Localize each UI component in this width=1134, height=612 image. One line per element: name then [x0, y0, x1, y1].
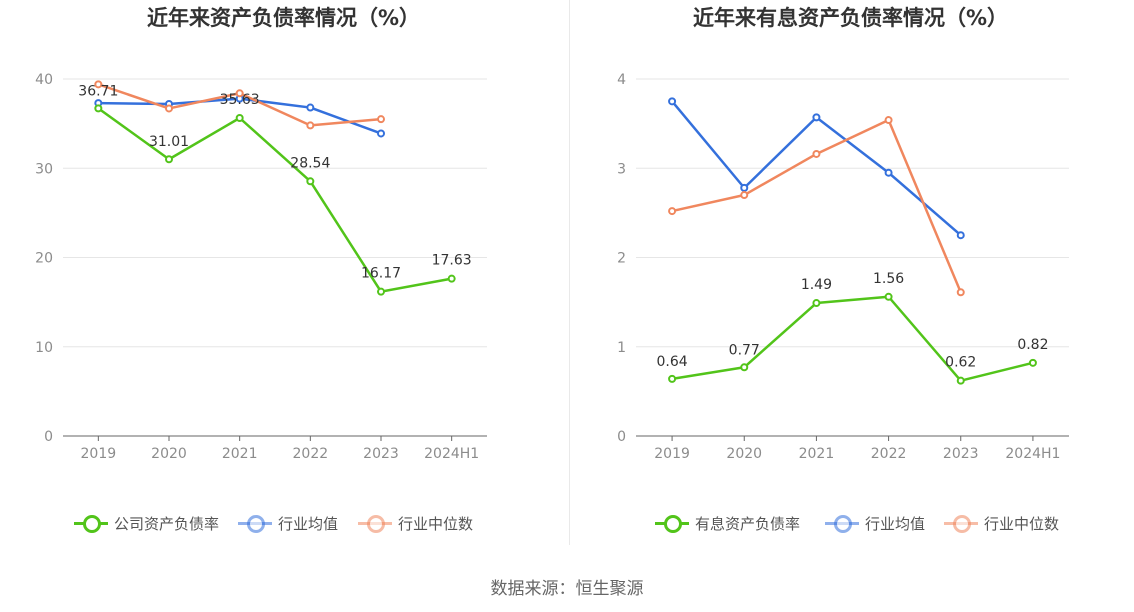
data-label: 31.01 — [149, 134, 189, 150]
data-point-2 — [740, 191, 749, 200]
data-point-0 — [306, 177, 315, 186]
data-label: 16.17 — [361, 266, 401, 282]
legend-swatch-icon — [74, 513, 108, 533]
data-label: 17.63 — [432, 253, 472, 269]
series-line-0 — [671, 295, 1034, 382]
legend-item[interactable]: 行业均值 — [825, 510, 925, 536]
y-tick-label: 40 — [35, 72, 53, 88]
chart-panel-interest-debt-ratio: 近年来有息资产负债率情况（%） 0 1 2 3 4 2019 2020 2021 2022 202… — [567, 0, 1134, 560]
data-label: 1.56 — [873, 271, 904, 287]
data-label: 1.49 — [801, 277, 832, 293]
data-label: 35.63 — [220, 92, 260, 108]
data-point-0 — [668, 374, 677, 383]
legend-label: 行业中位数 — [398, 514, 474, 533]
legend-swatch-icon — [944, 513, 978, 533]
data-point-1 — [740, 183, 749, 192]
data-point-1 — [956, 231, 965, 240]
legend-swatch-icon — [238, 513, 272, 533]
data-point-0 — [94, 104, 103, 113]
data-label: 0.64 — [656, 354, 687, 370]
data-point-0 — [165, 155, 173, 164]
data-point-0 — [956, 376, 965, 385]
data-point-0 — [884, 292, 893, 301]
data-point-2 — [165, 104, 173, 113]
y-tick-label: 4 — [617, 72, 626, 88]
data-point-1 — [884, 168, 893, 177]
data-point-0 — [812, 299, 821, 308]
legend-swatch-icon — [825, 513, 859, 533]
legend-item[interactable]: 行业中位数 — [358, 510, 473, 536]
chart-plot: 0 10 20 30 40 2019 2020 2021 2022 2023 2024H1 36.71… — [35, 72, 487, 462]
data-point-2 — [668, 207, 677, 216]
data-point-2 — [884, 116, 893, 125]
data-point-1 — [668, 97, 677, 106]
y-tick-label: 30 — [35, 161, 53, 177]
data-label: 0.82 — [1017, 337, 1048, 353]
legend-label: 行业中位数 — [984, 514, 1060, 533]
data-point-1 — [377, 129, 385, 138]
x-tick-label: 2021 — [222, 446, 258, 462]
legend-label: 行业均值 — [865, 514, 926, 533]
data-label: 0.62 — [945, 355, 976, 371]
chart-legend: 公司资产负债率 行业均值 行业中位数 — [0, 510, 567, 536]
data-point-2 — [812, 149, 821, 158]
x-tick-label: 2019 — [81, 446, 117, 462]
legend-item[interactable]: 行业中位数 — [944, 510, 1059, 536]
data-point-2 — [235, 89, 244, 98]
x-tick-label: 2021 — [799, 446, 835, 462]
legend-swatch-icon — [655, 513, 689, 533]
data-point-0 — [235, 114, 244, 123]
legend-label: 行业均值 — [278, 514, 339, 533]
series-line-0 — [97, 107, 452, 293]
chart-panel-debt-ratio: 近年来资产负债率情况（%） 0 10 20 30 40 2019 2020 2021 2022 2… — [0, 0, 567, 560]
y-tick-label: 1 — [617, 340, 626, 356]
x-tick-label: 2024H1 — [1005, 446, 1060, 462]
x-tick-label: 2023 — [363, 446, 399, 462]
y-tick-label: 0 — [617, 429, 626, 445]
data-point-2 — [956, 288, 965, 297]
chart-title: 近年来有息资产负债率情况（%） — [692, 6, 1009, 30]
legend-item[interactable]: 有息资产负债率 — [655, 510, 800, 536]
x-tick-label: 2022 — [871, 446, 907, 462]
data-point-0 — [1028, 358, 1037, 367]
x-tick-label: 2020 — [726, 446, 762, 462]
panel-divider — [569, 0, 570, 545]
data-point-0 — [740, 363, 749, 372]
x-tick-label: 2020 — [151, 446, 187, 462]
y-tick-label: 20 — [35, 251, 53, 267]
x-tick-label: 2019 — [654, 446, 690, 462]
data-point-0 — [377, 287, 385, 296]
data-label: 28.54 — [290, 155, 330, 171]
legend-label: 公司资产负债率 — [114, 514, 220, 533]
x-tick-label: 2023 — [943, 446, 979, 462]
chart-legend: 有息资产负债率 行业均值 行业中位数 — [567, 510, 1134, 536]
data-point-1 — [812, 113, 821, 122]
data-point-2 — [94, 80, 103, 89]
y-tick-label: 2 — [617, 251, 626, 267]
data-point-1 — [306, 103, 315, 112]
data-label: 36.71 — [78, 83, 118, 99]
legend-item[interactable]: 公司资产负债率 — [74, 510, 219, 536]
legend-label: 有息资产负债率 — [695, 514, 801, 533]
data-label: 0.77 — [729, 342, 760, 358]
y-tick-label: 3 — [617, 161, 626, 177]
data-point-2 — [377, 115, 385, 124]
data-source: 数据来源：恒生聚源 — [490, 579, 644, 599]
data-point-2 — [306, 121, 315, 130]
series-line-2 — [671, 118, 962, 293]
chart-plot: 0 1 2 3 4 2019 2020 2021 2022 2023 2024H1 0.64 0.77 1… — [617, 72, 1069, 462]
y-tick-label: 10 — [35, 340, 53, 356]
x-tick-label: 2022 — [293, 446, 329, 462]
legend-swatch-icon — [358, 513, 392, 533]
chart-title: 近年来资产负债率情况（%） — [146, 6, 421, 30]
x-tick-label: 2024H1 — [424, 446, 479, 462]
data-point-0 — [447, 274, 456, 283]
legend-item[interactable]: 行业均值 — [238, 510, 338, 536]
y-tick-label: 0 — [44, 429, 53, 445]
